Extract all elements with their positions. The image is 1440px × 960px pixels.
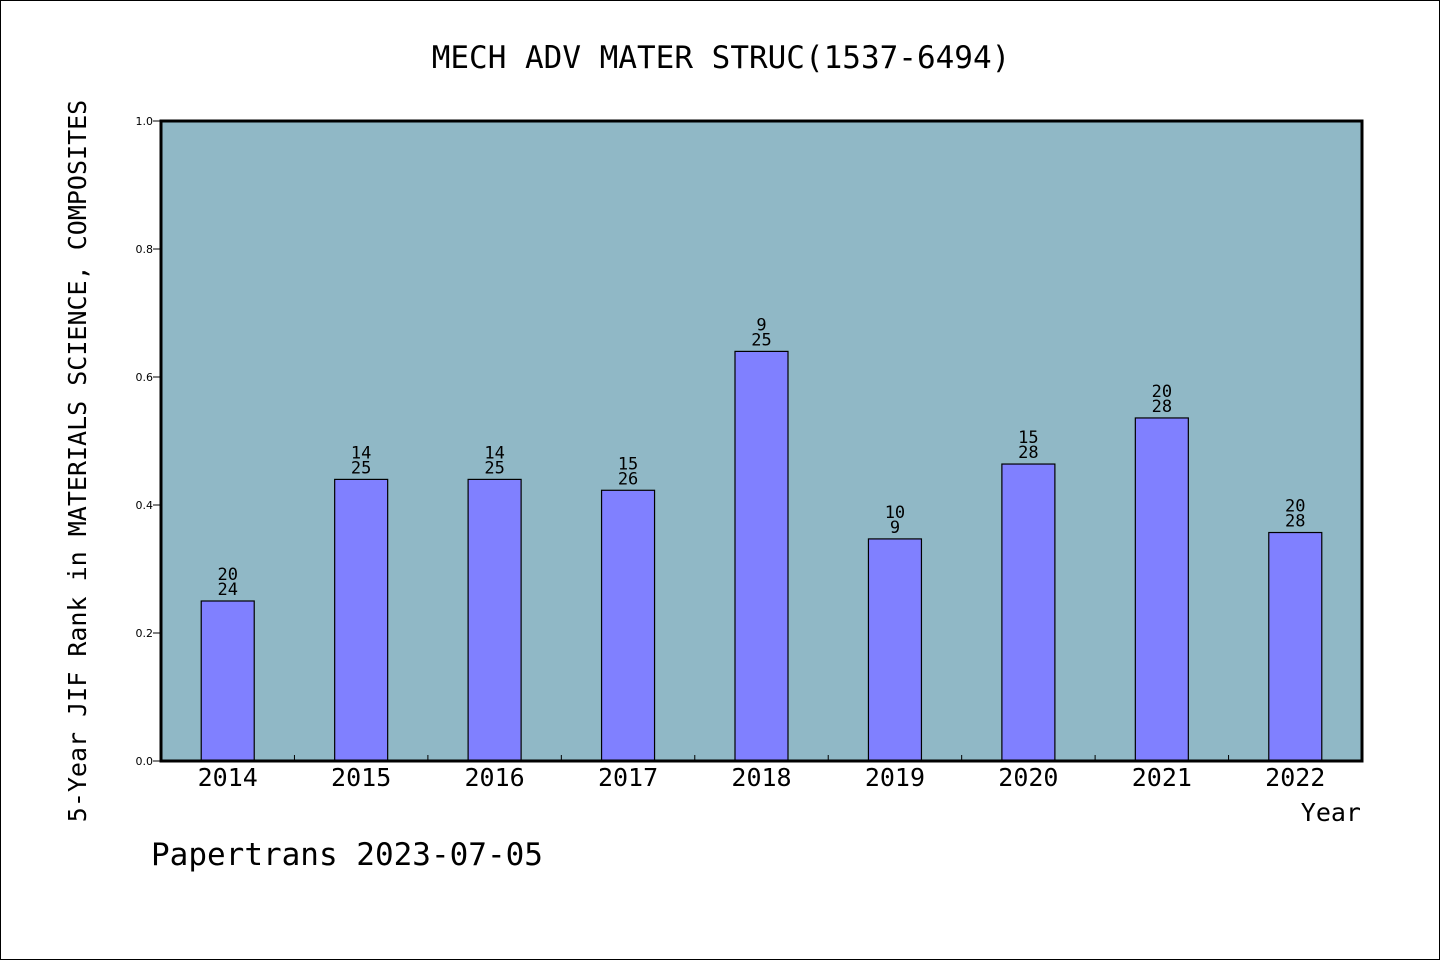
footer-text: Papertrans 2023-07-05 <box>151 837 543 873</box>
x-tick-label: 2020 <box>998 763 1058 792</box>
x-tick-label: 2018 <box>731 763 791 792</box>
bar-rank-label: 10 <box>885 503 905 523</box>
bar-rank-label: 15 <box>1018 428 1038 448</box>
x-tick-label: 2019 <box>865 763 925 792</box>
x-tick-label: 2015 <box>331 763 391 792</box>
x-axis: 2014 2015 2016 2017 2018 2019 2020 2021 2022 <box>198 763 1326 792</box>
bar-2017 <box>600 489 656 762</box>
bar-total-label: 26 <box>618 469 638 489</box>
y-axis-label: 5-Year JIF Rank in MATERIALS SCIENCE, CO… <box>63 100 92 822</box>
bar-total-label: 28 <box>1152 397 1172 417</box>
bar-2014 <box>200 600 255 762</box>
bar-rank-label: 14 <box>351 443 371 463</box>
x-tick-label: 2022 <box>1265 763 1325 792</box>
bar-total-label: 9 <box>890 518 900 538</box>
bar-2016 <box>467 478 522 762</box>
bar-rank-label: 9 <box>756 315 766 335</box>
x-tick-label: 2017 <box>598 763 658 792</box>
bar-total-label: 25 <box>751 330 771 350</box>
bar-2022 <box>1268 531 1323 762</box>
bar-2015 <box>334 478 389 762</box>
bar-total-label: 24 <box>217 580 237 600</box>
x-tick-label: 2016 <box>465 763 525 792</box>
bar-total-label: 25 <box>484 458 504 478</box>
y-tick-label: 1.0 <box>136 115 154 128</box>
y-tick-label: 0.8 <box>136 243 154 256</box>
y-tick-label: 0.0 <box>136 755 154 768</box>
y-axis: 0.0 0.2 0.4 0.6 0.8 1.0 <box>136 115 161 768</box>
bar-2021 <box>1134 417 1189 762</box>
bar-total-label: 28 <box>1018 443 1038 463</box>
bar-2018 <box>734 350 789 762</box>
x-axis-label: Year <box>1301 798 1361 827</box>
x-tick-label: 2021 <box>1132 763 1192 792</box>
y-tick-label: 0.4 <box>136 499 154 512</box>
y-tick-label: 0.2 <box>136 627 154 640</box>
bar-total-label: 25 <box>351 458 371 478</box>
plot-frame <box>159 119 1364 763</box>
bar-2019 <box>867 538 923 762</box>
bar-rank-label: 15 <box>618 454 638 474</box>
bar-total-label: 28 <box>1285 512 1305 532</box>
bar-rank-label: 20 <box>217 565 237 585</box>
bar-rank-label: 14 <box>484 443 504 463</box>
x-tick-label: 2014 <box>198 763 258 792</box>
bar-2020 <box>1001 463 1056 762</box>
chart-title: MECH ADV MATER STRUC(1537-6494) <box>432 40 1011 76</box>
bar-rank-label: 20 <box>1285 497 1305 517</box>
bar-rank-label: 20 <box>1152 382 1172 402</box>
y-tick-label: 0.6 <box>136 371 154 384</box>
